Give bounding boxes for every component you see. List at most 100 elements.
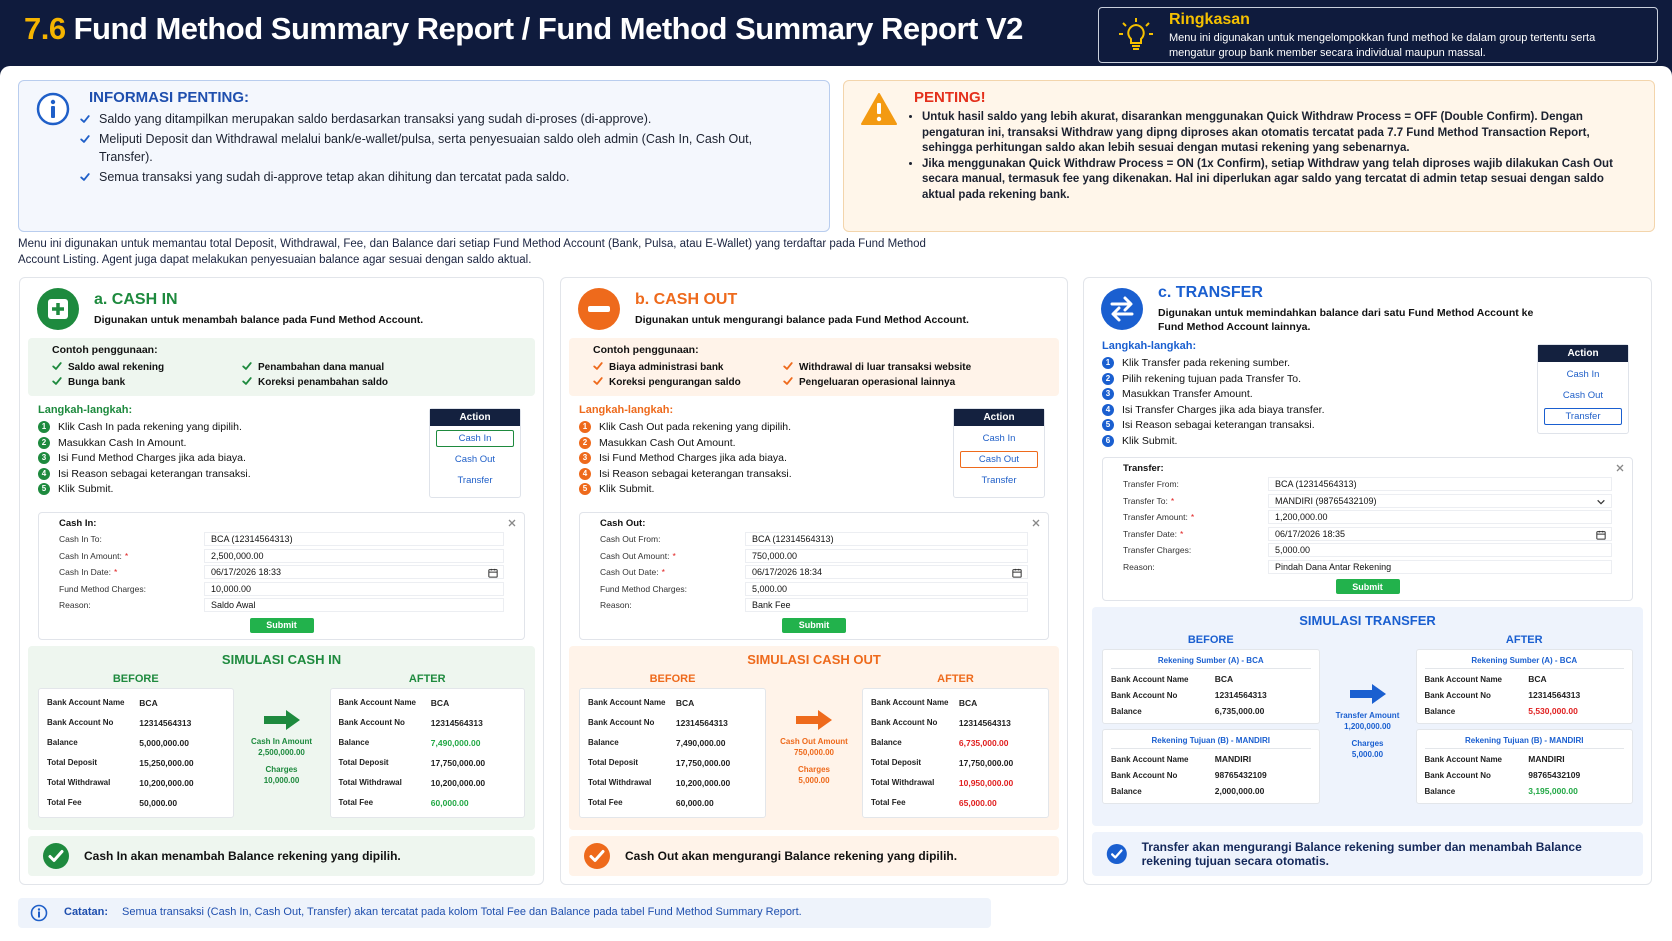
- icon-shape: [80, 135, 90, 143]
- warning-item: Untuk hasil saldo yang lebih akurat, dis…: [922, 110, 1639, 157]
- field-value: 5,000.00: [1268, 543, 1612, 558]
- icon-shape: [30, 904, 48, 922]
- row-value: BCA: [139, 697, 158, 708]
- row-value: 12314564313: [958, 717, 1011, 728]
- table-row: Total Withdrawal 10,200,000.00: [47, 773, 225, 793]
- step-item: 2 Pilih rekening tujuan pada Transfer To.: [1102, 372, 1633, 388]
- field-label-group: Transfer Charges:: [1123, 545, 1268, 555]
- field-label-group: Transfer From:: [1123, 479, 1268, 489]
- simulation-grid: BEFORE Bank Account Name BCA Bank Account N…: [579, 673, 1049, 823]
- action-button[interactable]: Transfer: [960, 472, 1038, 489]
- icon-shape: [80, 115, 90, 123]
- action-button[interactable]: Cash In: [960, 430, 1038, 447]
- form-box: Cash In: Cash In To: BCA (12314564313) Cash…: [38, 512, 525, 640]
- row-value: 7,490,000.00: [430, 737, 481, 748]
- icon-shape: [589, 850, 605, 862]
- form-row: Reason: Pindah Dana Antar Rekening: [1123, 559, 1612, 576]
- footer-message: Cash Out akan mengurangi Balance rekenin…: [569, 836, 1059, 876]
- action-button[interactable]: Cash In: [436, 430, 514, 447]
- table-row: Balance 7,490,000.00: [339, 733, 517, 753]
- action-button[interactable]: Transfer: [436, 472, 514, 489]
- field-value: 06/17/2026 18:33: [204, 565, 504, 580]
- step-item: 1 Klik Transfer pada rekening sumber.: [1102, 356, 1633, 372]
- row-label: Balance: [1424, 786, 1456, 796]
- icon-shape: [593, 377, 603, 385]
- step-text: Isi Fund Method Charges jika ada biaya.: [58, 452, 246, 464]
- before-column: BEFORE Rekening Sumber (A) - BCA Bank Acco…: [1102, 634, 1320, 809]
- step-number: 1: [38, 421, 50, 433]
- action-button[interactable]: Transfer: [1544, 408, 1622, 425]
- simulation: SIMULASI TRANSFER BEFORE Rekening Sumber (…: [1092, 607, 1643, 826]
- simulation: SIMULASI CASH OUT BEFORE Bank Account Name…: [569, 645, 1059, 830]
- table-row: Bank Account Name BCA: [339, 693, 517, 713]
- example-text: Saldo awal rekening: [68, 362, 165, 373]
- table-row: Balance 7,490,000.00: [588, 733, 757, 753]
- table-row: Total Withdrawal 10,950,000.00: [871, 773, 1040, 793]
- action-button[interactable]: Cash Out: [1544, 387, 1622, 404]
- table-row: Total Withdrawal 10,200,000.00: [588, 773, 757, 793]
- row-label: Balance: [1111, 786, 1142, 796]
- step-item: 3 Isi Fund Method Charges jika ada biaya.: [38, 451, 525, 467]
- row-label: Total Withdrawal: [871, 778, 935, 787]
- table-row: Total Deposit 17,750,000.00: [871, 753, 1040, 773]
- table-row: Bank Account No 12314564313: [1425, 687, 1625, 703]
- icon-shape: [37, 908, 41, 911]
- steps-list: 1 Klik Cash Out pada rekening yang dipili…: [579, 420, 1049, 498]
- table-row: Balance 6,735,000.00: [871, 733, 1040, 753]
- example-text: Withdrawal di luar transaksi website: [799, 362, 972, 373]
- row-label: Total Fee: [338, 798, 374, 807]
- steps-section: Langkah-langkah: 1 Klik Transfer pada reke…: [1092, 338, 1643, 451]
- required-mark: *: [661, 567, 665, 578]
- check-icon: [80, 115, 90, 123]
- note-bar: Catatan: Semua transaksi (Cash In, Cash …: [18, 898, 991, 928]
- action-button[interactable]: Cash Out: [960, 451, 1038, 468]
- icon-shape: [877, 103, 881, 114]
- after-column: AFTER Bank Account Name BCA Bank Account No…: [329, 673, 525, 823]
- step-text: Isi Reason sebagai keterangan transaksi.: [1122, 419, 1315, 431]
- required-mark: *: [672, 550, 676, 561]
- action-button[interactable]: Cash Out: [436, 451, 514, 468]
- table-row: Total Deposit 17,750,000.00: [588, 753, 757, 773]
- header: 7.6 Fund Method Summary Report / Fund Met…: [0, 0, 1672, 68]
- account-table: Rekening Tujuan (B) - MANDIRI Bank Accoun…: [1102, 729, 1320, 804]
- row-value: 6,735,000.00: [1214, 706, 1265, 716]
- submit-button[interactable]: Submit: [1335, 579, 1400, 594]
- submit-button[interactable]: Submit: [249, 617, 314, 633]
- example-text: Bunga bank: [68, 377, 126, 388]
- action-button[interactable]: Cash In: [1544, 366, 1622, 383]
- step-number: 4: [1102, 403, 1114, 416]
- icon-shape: [1111, 849, 1123, 859]
- required-mark: *: [113, 567, 118, 578]
- step-text: Masukkan Cash Out Amount.: [599, 436, 736, 449]
- submit-button[interactable]: Submit: [782, 617, 846, 633]
- example-text: Koreksi penambahan saldo: [258, 377, 389, 388]
- field-label-group: Cash In Date: *: [59, 567, 204, 577]
- step-text: Klik Cash Out pada rekening yang dipilih…: [599, 421, 792, 433]
- step-number: 3: [38, 452, 50, 464]
- icon-shape: [1127, 23, 1145, 44]
- form-title: Transfer:: [1123, 463, 1164, 474]
- simulation-title: SIMULASI CASH IN: [221, 651, 342, 667]
- table-row: Balance 2,000,000.00: [1111, 783, 1311, 799]
- charges-label: Charges: [1351, 739, 1384, 748]
- calendar-icon: [488, 569, 498, 578]
- row-value: 50,000.00: [139, 797, 178, 808]
- row-label: Balance: [338, 738, 370, 747]
- form-row: Cash In Amount: * 2,500,000.00: [59, 548, 504, 565]
- table-row: Balance 3,195,000.00: [1425, 783, 1625, 799]
- steps-list: 1 Klik Cash In pada rekening yang dipilih…: [38, 420, 525, 498]
- row-label: Bank Account No: [588, 718, 655, 727]
- footer-text: Cash Out akan mengurangi Balance rekenin…: [625, 849, 958, 863]
- table-row: Bank Account No 12314564313: [871, 713, 1040, 733]
- note-label: Catatan:: [64, 906, 109, 918]
- table-row: Total Deposit 17,750,000.00: [339, 753, 517, 773]
- step-text: Klik Transfer pada rekening sumber.: [1122, 357, 1291, 369]
- amount-value: 1,200,000.00: [1344, 722, 1391, 731]
- row-value: 10,200,000.00: [139, 777, 194, 788]
- row-value: BCA: [675, 697, 695, 708]
- amount-value: 2,500,000.00: [258, 748, 305, 757]
- form-row: Cash In Date: * 06/17/2026 18:33: [59, 564, 504, 581]
- simulation-title: SIMULASI TRANSFER: [1299, 613, 1436, 628]
- charges-value: 10,000.00: [263, 776, 300, 785]
